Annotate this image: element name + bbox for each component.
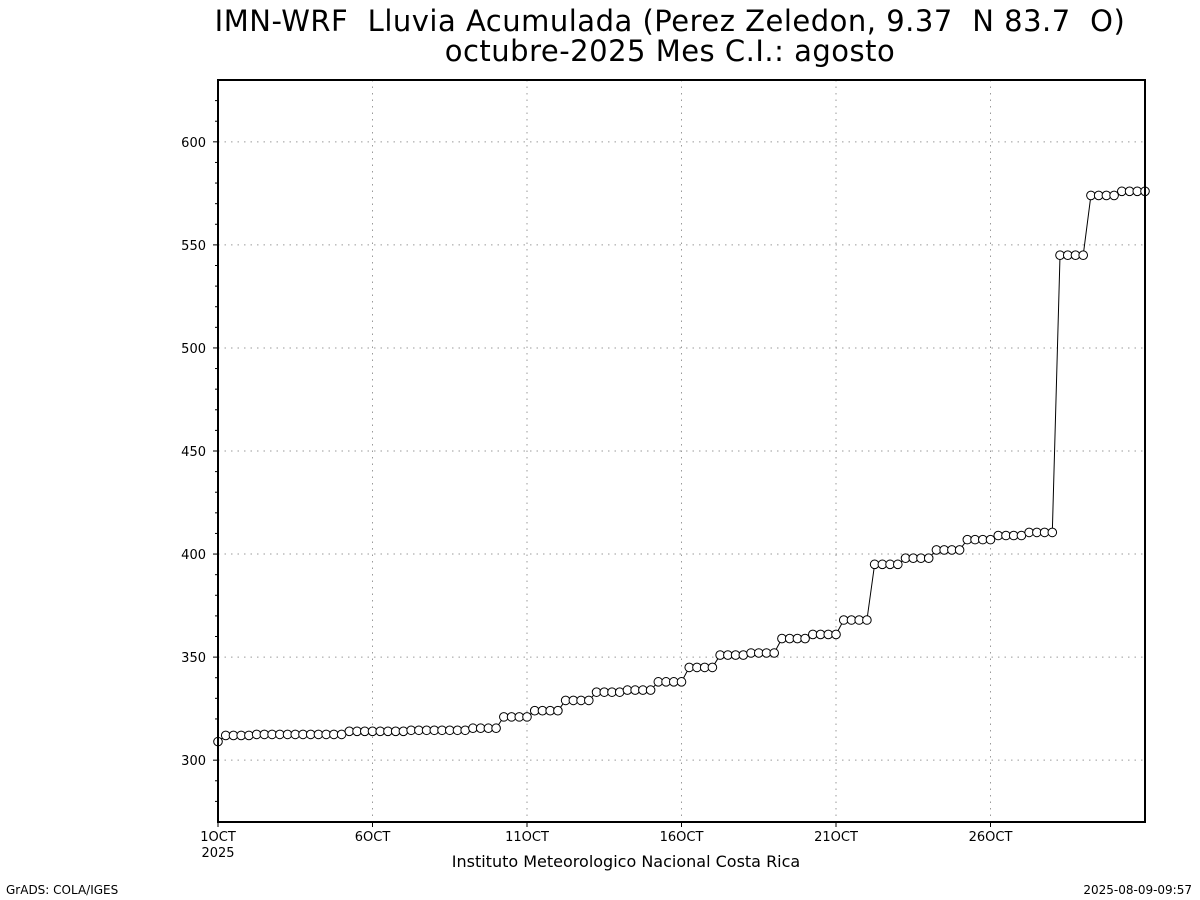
institute-credit: Instituto Meteorologico Nacional Costa R… (451, 852, 801, 871)
grid-lines (218, 80, 1145, 822)
x-tick-label: 26OCT (969, 830, 1013, 845)
y-tick-label: 550 (181, 239, 206, 254)
data-point (244, 730, 254, 741)
chart-title-line-1: IMN-WRF Lluvia Acumulada (Perez Zeledon,… (214, 4, 1126, 38)
software-credit: GrADS: COLA/IGES (6, 883, 119, 897)
x-tick-label: 6OCT (355, 830, 391, 845)
data-point (676, 677, 687, 687)
data-point (893, 559, 903, 570)
data-point (460, 725, 471, 736)
x-tick-sublabel: 2025 (201, 846, 234, 861)
y-tick-label: 350 (181, 651, 206, 666)
x-tick-label: 16OCT (660, 830, 704, 845)
data-point (1047, 527, 1058, 538)
data-point (862, 615, 872, 625)
data-point (645, 685, 656, 695)
data-point (831, 629, 841, 640)
y-tick-label: 500 (181, 342, 206, 357)
data-point (923, 553, 934, 563)
y-tick-label: 400 (181, 548, 206, 563)
timestamp: 2025-08-09-09:57 (1083, 883, 1192, 897)
data-point (553, 705, 563, 716)
data-point (800, 633, 810, 644)
x-tick-label: 1OCT (200, 830, 236, 845)
data-point (954, 545, 965, 555)
data-point (1078, 250, 1088, 260)
data-point (1109, 190, 1119, 201)
y-tick-label: 450 (181, 445, 206, 460)
y-tick-label: 300 (181, 754, 206, 769)
data-point (398, 726, 409, 737)
data-point (491, 723, 501, 734)
data-point (522, 712, 532, 722)
data-point (738, 650, 749, 660)
x-tick-label: 11OCT (505, 830, 549, 845)
data-point (707, 662, 718, 673)
plot-frame (217, 79, 1146, 823)
data-point (985, 534, 996, 545)
chart-title-line-2: octubre-2025 Mes C.I.: agosto (444, 34, 896, 68)
x-tick-label: 21OCT (814, 830, 858, 845)
data-point (769, 648, 780, 658)
data-point (614, 687, 625, 697)
series-rainfall (213, 186, 1150, 747)
y-tick-label: 600 (181, 136, 206, 151)
data-point (584, 695, 594, 706)
